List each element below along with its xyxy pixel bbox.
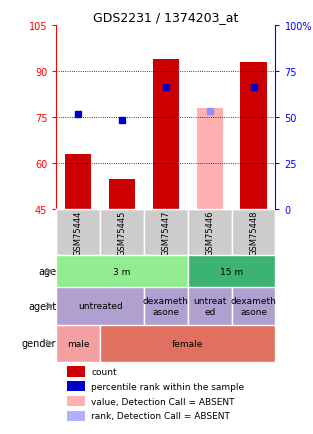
Bar — [240, 63, 267, 210]
Bar — [67, 367, 85, 377]
Text: dexameth
asone: dexameth asone — [143, 296, 189, 316]
Bar — [197, 109, 223, 210]
Text: percentile rank within the sample: percentile rank within the sample — [91, 381, 244, 391]
Title: GDS2231 / 1374203_at: GDS2231 / 1374203_at — [93, 10, 239, 23]
Text: gender: gender — [22, 339, 56, 349]
Bar — [144, 287, 188, 325]
Text: untreat
ed: untreat ed — [193, 296, 226, 316]
Bar — [144, 210, 188, 256]
Text: male: male — [67, 339, 90, 348]
Text: agent: agent — [28, 301, 56, 311]
Bar — [56, 210, 100, 256]
Bar — [56, 287, 144, 325]
Bar — [100, 210, 144, 256]
Text: GSM75445: GSM75445 — [118, 210, 126, 256]
Text: rank, Detection Call = ABSENT: rank, Detection Call = ABSENT — [91, 411, 230, 421]
Bar — [188, 210, 232, 256]
Text: age: age — [38, 266, 56, 276]
Bar — [65, 155, 91, 210]
Bar — [188, 287, 232, 325]
Text: GSM75444: GSM75444 — [74, 210, 83, 256]
Bar — [153, 60, 179, 210]
Bar — [56, 256, 188, 287]
Bar — [67, 381, 85, 391]
Text: count: count — [91, 367, 117, 376]
Text: dexameth
asone: dexameth asone — [231, 296, 276, 316]
Text: 15 m: 15 m — [220, 267, 243, 276]
Text: GSM75448: GSM75448 — [249, 210, 258, 256]
Bar — [188, 256, 275, 287]
Bar — [109, 179, 135, 210]
Bar — [67, 411, 85, 421]
Bar — [232, 287, 275, 325]
Bar — [232, 210, 275, 256]
Bar — [100, 325, 275, 362]
Text: value, Detection Call = ABSENT: value, Detection Call = ABSENT — [91, 397, 235, 406]
Text: GSM75447: GSM75447 — [162, 210, 170, 256]
Bar — [56, 325, 100, 362]
Text: GSM75446: GSM75446 — [205, 210, 214, 256]
Text: untreated: untreated — [78, 302, 122, 311]
Text: 3 m: 3 m — [113, 267, 131, 276]
Text: female: female — [172, 339, 203, 348]
Bar — [67, 396, 85, 406]
